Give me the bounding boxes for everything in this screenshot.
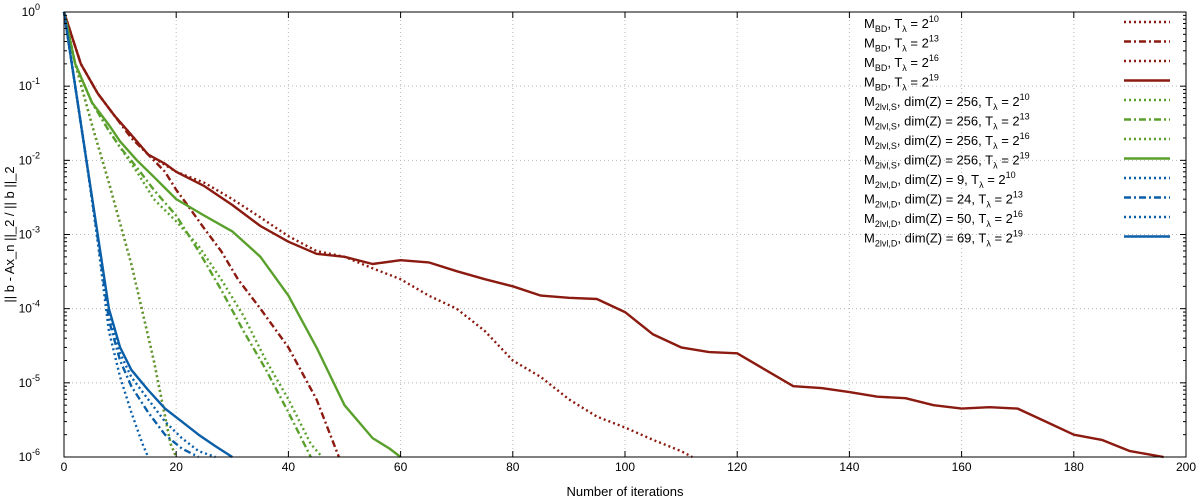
series-line-11 [62,11,216,459]
y-axis: 100 10-1 10-2 10-3 10-4 10-5 10-6 [19,2,1186,464]
y-tick-label: 10-4 [19,299,40,316]
legend-label-3: MBD, Tλ = 216 [864,53,939,73]
legend-label-12: M2lvl,D, dim(Z) = 69, Tλ = 219 [864,229,1023,249]
series-line-7 [62,11,324,458]
y-tick-label: 10-3 [19,225,40,242]
x-tick-label: 60 [394,460,408,474]
series-line-2 [62,11,341,458]
x-tick-label: 160 [952,460,972,474]
x-tick-label: 100 [615,460,635,474]
legend-label-2: MBD, Tλ = 213 [864,34,939,54]
legend-label-5: M2lvl,S, dim(Z) = 256, Tλ = 210 [864,92,1030,112]
x-tick-label: 200 [1176,460,1196,474]
legend-label-1: MBD, Tλ = 210 [864,14,939,34]
legend-label-6: M2lvl,S, dim(Z) = 256, Tλ = 213 [864,112,1030,132]
legend-label-4: MBD, Tλ = 219 [864,73,939,93]
legend-label-11: M2lvl,D, dim(Z) = 50, Tλ = 216 [864,209,1023,229]
series-line-12 [62,11,233,459]
y-axis-title: || b - Ax_n ||_2 / || b ||_2 [2,166,17,302]
series-line-5 [62,11,178,458]
x-tick-label: 20 [170,460,184,474]
legend-label-7: M2lvl,S, dim(Z) = 256, Tλ = 216 [864,131,1030,151]
series-line-4 [62,11,1164,459]
x-axis: 0 20 40 60 80 100 120 140 160 180 200 [61,12,1196,474]
series-lines [62,11,1164,459]
y-tick-label: 10-6 [19,447,40,464]
y-tick-label: 10-1 [19,76,40,93]
grid-lines [64,12,1186,457]
x-tick-label: 0 [61,460,68,474]
legend-label-8: M2lvl,S, dim(Z) = 256, Tλ = 219 [864,151,1030,171]
x-axis-title: Number of iterations [566,484,684,499]
series-line-8 [62,11,402,458]
legend-label-9: M2lvl,D, dim(Z) = 9, Tλ = 210 [864,170,1016,190]
y-tick-label: 10-5 [19,373,40,390]
series-line-3 [62,11,693,459]
x-tick-label: 120 [727,460,747,474]
y-tick-label: 10-2 [19,150,40,167]
x-tick-label: 80 [506,460,520,474]
x-tick-label: 140 [839,460,859,474]
x-tick-label: 180 [1064,460,1084,474]
y-tick-label: 100 [22,2,40,19]
legend-label-10: M2lvl,D, dim(Z) = 24, Tλ = 213 [864,190,1023,210]
x-tick-label: 40 [282,460,296,474]
